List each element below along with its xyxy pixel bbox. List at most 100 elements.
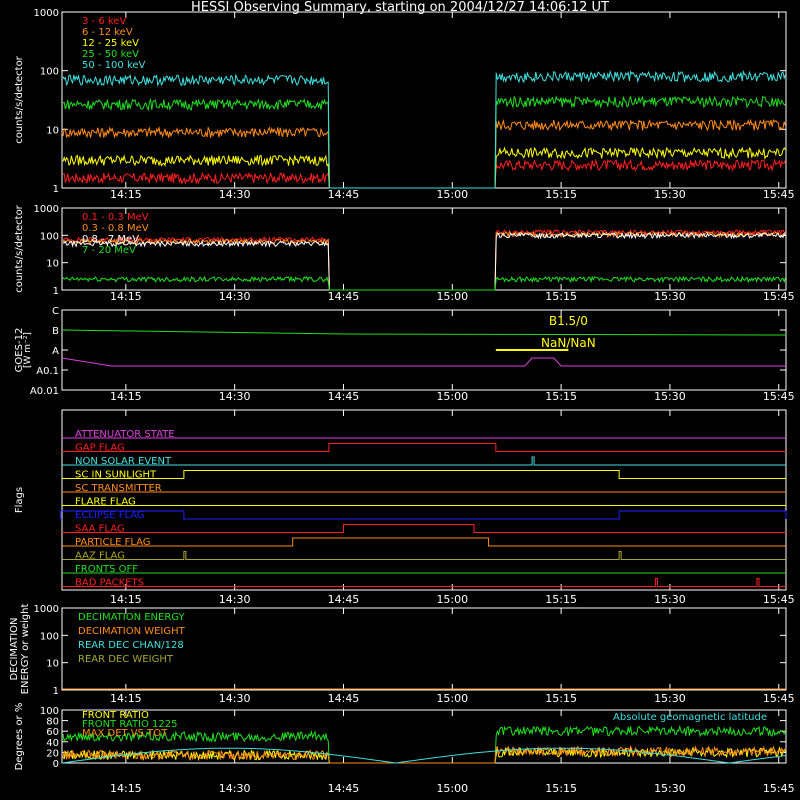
y-axis-label: Degrees or % — [14, 703, 25, 771]
x-tick-label: 14:45 — [328, 188, 360, 201]
x-tick-label: 14:45 — [328, 593, 360, 606]
flag-label: SC IN SUNLIGHT — [75, 470, 157, 481]
y-tick-label: A0.1 — [36, 366, 59, 377]
flag-label: FLARE FLAG — [75, 497, 136, 508]
y-tick-label: 100 — [40, 706, 59, 717]
flag-label: GAP FLAG — [75, 443, 125, 454]
y-axis-label: counts/s/detector — [14, 204, 25, 292]
x-tick-label: 14:30 — [219, 782, 251, 795]
x-tick-label: 14:15 — [110, 188, 142, 201]
y-tick-label: C — [52, 306, 59, 317]
x-tick-label: 14:30 — [219, 390, 251, 403]
legend-entry: 7 - 20 MeV — [82, 245, 136, 256]
legend-entry: 50 - 100 keV — [82, 60, 146, 71]
x-tick-label: 15:15 — [545, 290, 577, 303]
y-axis-label: counts/s/detector — [14, 55, 25, 143]
x-tick-label: 15:30 — [654, 290, 686, 303]
y-tick-label: 10 — [46, 659, 59, 670]
x-tick-label: 14:45 — [328, 290, 360, 303]
x-tick-label: 15:45 — [763, 188, 795, 201]
flag-line — [62, 470, 786, 479]
panel-frame — [61, 11, 787, 189]
x-tick-label: 15:00 — [436, 593, 468, 606]
flag-label: ECLIPSE FLAG — [75, 510, 145, 521]
legend-entry: 25 - 50 keV — [82, 49, 139, 60]
y-tick-label: 60 — [46, 727, 59, 738]
y-axis-label: DECIMATION — [9, 617, 20, 680]
y-tick-label: 1000 — [34, 204, 59, 215]
x-tick-label: 14:45 — [328, 692, 360, 705]
x-tick-label: 15:00 — [436, 782, 468, 795]
y-tick-label: 1000 — [34, 604, 59, 615]
y-tick-label: 20 — [46, 748, 59, 759]
flag-line — [62, 524, 786, 533]
legend-entry: DECIMATION WEIGHT — [78, 626, 186, 637]
y-tick-label: 80 — [46, 717, 59, 728]
x-tick-label: 15:15 — [545, 692, 577, 705]
legend-entry: REAR DEC WEIGHT — [78, 654, 174, 665]
panel-frame — [61, 607, 787, 691]
x-tick-label: 14:30 — [219, 593, 251, 606]
legend-entry: MAX DET VS TOT — [82, 728, 168, 739]
x-tick-label: 14:30 — [219, 188, 251, 201]
flag-label: SC TRANSMITTER — [75, 483, 162, 494]
x-tick-label: 14:45 — [328, 782, 360, 795]
flag-label: PARTICLE FLAG — [75, 537, 151, 548]
panel-note: Absolute geomagnetic latitude — [613, 712, 767, 723]
y-tick-label: 100 — [40, 67, 59, 78]
legend-entry: REAR DEC CHAN/128 — [78, 640, 184, 651]
series-line-25-50-kev — [62, 95, 786, 189]
y-tick-label: 100 — [40, 231, 59, 242]
x-tick-label: 14:15 — [110, 290, 142, 303]
x-tick-label: 14:30 — [219, 290, 251, 303]
x-tick-label: 15:30 — [654, 390, 686, 403]
x-tick-label: 15:30 — [654, 692, 686, 705]
legend-entry: 0.3 - 0.8 MeV — [82, 223, 149, 234]
flag-label: ATTENUATOR STATE — [75, 429, 175, 440]
x-tick-label: 15:15 — [545, 593, 577, 606]
y-tick-label: 1 — [53, 686, 59, 697]
x-tick-label: 15:30 — [654, 593, 686, 606]
legend-entry: FRONT RATIO 1225 — [82, 719, 178, 730]
x-tick-label: 15:45 — [763, 390, 795, 403]
panel-frame — [61, 309, 787, 391]
x-tick-label: 15:15 — [545, 188, 577, 201]
y-tick-label: 1 — [53, 286, 59, 297]
x-tick-label: 15:15 — [545, 782, 577, 795]
series-line-7-20-mev — [62, 275, 786, 291]
x-tick-label: 15:45 — [763, 692, 795, 705]
y-axis-label: Flags — [14, 487, 25, 513]
series-line-front-ratio-1225 — [62, 724, 786, 764]
y-tick-label: 10 — [46, 125, 59, 136]
flag-label: NON SOLAR EVENT — [75, 456, 172, 467]
x-tick-label: 15:30 — [654, 782, 686, 795]
x-tick-label: 15:45 — [763, 782, 795, 795]
y-tick-label: 40 — [46, 738, 59, 749]
x-tick-label: 14:15 — [110, 593, 142, 606]
flag-line — [62, 443, 786, 452]
panel-frame — [61, 409, 787, 591]
x-tick-label: 15:00 — [436, 188, 468, 201]
legend-entry: 6 - 12 keV — [82, 27, 133, 38]
flag-line — [62, 551, 786, 560]
legend-entry: DECIMATION ENERGY — [78, 612, 186, 623]
x-tick-label: 14:15 — [110, 692, 142, 705]
series-line-50-100-kev — [62, 69, 786, 189]
x-tick-label: 15:30 — [654, 188, 686, 201]
y-axis-unit: [W m⁻²] — [23, 332, 33, 368]
x-tick-label: 15:00 — [436, 290, 468, 303]
flag-line — [60, 510, 787, 520]
legend-entry: 12 - 25 keV — [82, 38, 139, 49]
x-tick-label: 14:15 — [110, 390, 142, 403]
y-tick-label: A0.01 — [30, 386, 59, 397]
legend-entry: 0.1 - 0.3 MeV — [82, 212, 149, 223]
y-tick-label: A — [52, 346, 59, 357]
y-tick-label: 1 — [53, 184, 59, 195]
series-line-goes-long — [61, 329, 787, 336]
chart-title: HESSI Observing Summary, starting on 200… — [191, 0, 609, 15]
x-tick-label: 14:15 — [110, 782, 142, 795]
series-line-max-det-vs-tot — [62, 744, 786, 764]
legend-entry: 3 - 6 keV — [82, 16, 126, 27]
flag-label: AAZ FLAG — [75, 551, 125, 562]
